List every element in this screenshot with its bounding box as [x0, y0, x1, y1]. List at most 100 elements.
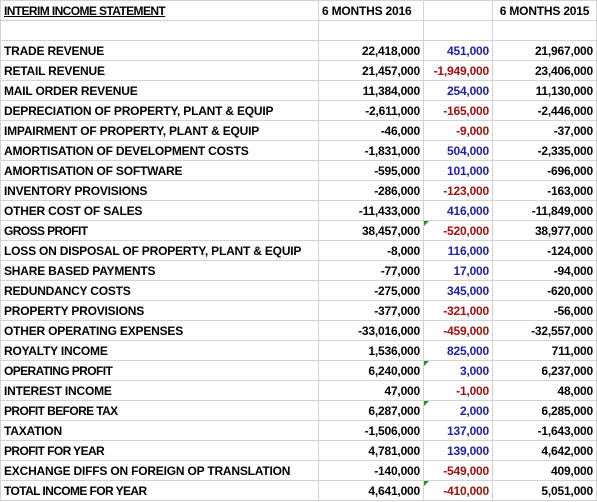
cell-value-difference[interactable]: 139,000: [423, 440, 493, 461]
cell-row-label[interactable]: AMORTISATION OF SOFTWARE: [0, 160, 319, 181]
cell-value-2016[interactable]: 38,457,000: [318, 220, 424, 241]
cell-title[interactable]: INTERIM INCOME STATEMENT: [0, 0, 319, 21]
cell-value-2015[interactable]: 48,000: [492, 380, 597, 401]
cell-value-2015[interactable]: -94,000: [492, 260, 597, 281]
cell-row-label[interactable]: PROFIT FOR YEAR: [0, 440, 319, 461]
cell-value-2016[interactable]: 47,000: [318, 380, 424, 401]
cell-row-label[interactable]: SHARE BASED PAYMENTS: [0, 260, 319, 281]
cell-value-2015[interactable]: -124,000: [492, 240, 597, 261]
cell-value-difference[interactable]: -549,000: [423, 460, 493, 481]
cell-value-difference[interactable]: 2,000: [423, 400, 493, 421]
empty-cell[interactable]: [492, 20, 597, 41]
cell-value-2015[interactable]: 11,130,000: [492, 80, 597, 101]
cell-row-label[interactable]: REDUNDANCY COSTS: [0, 280, 319, 301]
cell-row-label[interactable]: LOSS ON DISPOSAL OF PROPERTY, PLANT & EQ…: [0, 240, 319, 261]
cell-row-label[interactable]: OTHER COST OF SALES: [0, 200, 319, 221]
cell-value-2016[interactable]: 6,240,000: [318, 360, 424, 381]
cell-value-2015[interactable]: -37,000: [492, 120, 597, 141]
cell-value-2016[interactable]: -286,000: [318, 180, 424, 201]
cell-row-label[interactable]: PROPERTY PROVISIONS: [0, 300, 319, 321]
cell-value-difference[interactable]: -520,000: [423, 220, 493, 241]
cell-col-2015[interactable]: 6 MONTHS 2015: [492, 0, 597, 21]
empty-cell[interactable]: [423, 20, 493, 41]
cell-value-difference[interactable]: -123,000: [423, 180, 493, 201]
cell-value-2015[interactable]: -11,849,000: [492, 200, 597, 221]
cell-value-difference[interactable]: -1,000: [423, 380, 493, 401]
cell-row-label[interactable]: TOTAL INCOME FOR YEAR: [0, 480, 319, 501]
cell-value-2016[interactable]: 4,781,000: [318, 440, 424, 461]
cell-value-difference[interactable]: 3,000: [423, 360, 493, 381]
cell-value-2015[interactable]: 21,967,000: [492, 40, 597, 61]
cell-value-2016[interactable]: -1,506,000: [318, 420, 424, 441]
cell-value-2015[interactable]: -56,000: [492, 300, 597, 321]
cell-value-2015[interactable]: 6,285,000: [492, 400, 597, 421]
cell-value-difference[interactable]: -459,000: [423, 320, 493, 341]
cell-value-2015[interactable]: 4,642,000: [492, 440, 597, 461]
cell-value-difference[interactable]: 825,000: [423, 340, 493, 361]
cell-value-difference[interactable]: -165,000: [423, 100, 493, 121]
cell-row-label[interactable]: INTEREST INCOME: [0, 380, 319, 401]
cell-value-2016[interactable]: 11,384,000: [318, 80, 424, 101]
cell-value-2016[interactable]: 4,641,000: [318, 480, 424, 501]
cell-value-2016[interactable]: -595,000: [318, 160, 424, 181]
cell-value-difference[interactable]: -321,000: [423, 300, 493, 321]
cell-value-difference[interactable]: 137,000: [423, 420, 493, 441]
cell-value-2015[interactable]: 23,406,000: [492, 60, 597, 81]
cell-value-difference[interactable]: -1,949,000: [423, 60, 493, 81]
cell-value-2015[interactable]: -620,000: [492, 280, 597, 301]
cell-value-2015[interactable]: -32,557,000: [492, 320, 597, 341]
cell-value-2015[interactable]: -1,643,000: [492, 420, 597, 441]
cell-value-2016[interactable]: -77,000: [318, 260, 424, 281]
cell-value-difference[interactable]: -410,000: [423, 480, 493, 501]
cell-value-2015[interactable]: 409,000: [492, 460, 597, 481]
cell-value-2015[interactable]: -696,000: [492, 160, 597, 181]
cell-value-difference[interactable]: 101,000: [423, 160, 493, 181]
cell-row-label[interactable]: TRADE REVENUE: [0, 40, 319, 61]
cell-row-label[interactable]: GROSS PROFIT: [0, 220, 319, 241]
cell-value-2016[interactable]: -33,016,000: [318, 320, 424, 341]
cell-value-2016[interactable]: -11,433,000: [318, 200, 424, 221]
cell-value-difference[interactable]: -9,000: [423, 120, 493, 141]
cell-value-2015[interactable]: 38,977,000: [492, 220, 597, 241]
cell-value-difference[interactable]: 416,000: [423, 200, 493, 221]
cell-value-difference[interactable]: 116,000: [423, 240, 493, 261]
cell-value-2016[interactable]: -8,000: [318, 240, 424, 261]
cell-value-2015[interactable]: 5,051,000: [492, 480, 597, 501]
cell-value-difference[interactable]: 17,000: [423, 260, 493, 281]
cell-row-label[interactable]: MAIL ORDER REVENUE: [0, 80, 319, 101]
cell-row-label[interactable]: PROFIT BEFORE TAX: [0, 400, 319, 421]
cell-row-label[interactable]: IMPAIRMENT OF PROPERTY, PLANT & EQUIP: [0, 120, 319, 141]
cell-value-2016[interactable]: -140,000: [318, 460, 424, 481]
cell-value-difference[interactable]: 451,000: [423, 40, 493, 61]
cell-value-2015[interactable]: -163,000: [492, 180, 597, 201]
cell-value-2016[interactable]: 22,418,000: [318, 40, 424, 61]
cell-value-2015[interactable]: 711,000: [492, 340, 597, 361]
cell-value-2016[interactable]: -2,611,000: [318, 100, 424, 121]
cell-row-label[interactable]: OPERATING PROFIT: [0, 360, 319, 381]
cell-row-label[interactable]: AMORTISATION OF DEVELOPMENT COSTS: [0, 140, 319, 161]
cell-value-2015[interactable]: -2,446,000: [492, 100, 597, 121]
cell-header-diff[interactable]: [423, 0, 493, 21]
cell-value-2015[interactable]: 6,237,000: [492, 360, 597, 381]
empty-cell[interactable]: [0, 20, 319, 41]
cell-row-label[interactable]: EXCHANGE DIFFS ON FOREIGN OP TRANSLATION: [0, 460, 319, 481]
cell-row-label[interactable]: RETAIL REVENUE: [0, 60, 319, 81]
cell-row-label[interactable]: ROYALTY INCOME: [0, 340, 319, 361]
cell-value-2015[interactable]: -2,335,000: [492, 140, 597, 161]
cell-value-2016[interactable]: 6,287,000: [318, 400, 424, 421]
cell-value-2016[interactable]: -1,831,000: [318, 140, 424, 161]
cell-row-label[interactable]: TAXATION: [0, 420, 319, 441]
cell-value-2016[interactable]: 21,457,000: [318, 60, 424, 81]
cell-value-difference[interactable]: 254,000: [423, 80, 493, 101]
cell-row-label[interactable]: INVENTORY PROVISIONS: [0, 180, 319, 201]
cell-value-difference[interactable]: 345,000: [423, 280, 493, 301]
cell-value-difference[interactable]: 504,000: [423, 140, 493, 161]
cell-col-2016[interactable]: 6 MONTHS 2016: [318, 0, 424, 21]
cell-row-label[interactable]: DEPRECIATION OF PROPERTY, PLANT & EQUIP: [0, 100, 319, 121]
cell-row-label[interactable]: OTHER OPERATING EXPENSES: [0, 320, 319, 341]
empty-cell[interactable]: [318, 20, 424, 41]
cell-value-2016[interactable]: -377,000: [318, 300, 424, 321]
cell-value-2016[interactable]: 1,536,000: [318, 340, 424, 361]
cell-value-2016[interactable]: -275,000: [318, 280, 424, 301]
cell-value-2016[interactable]: -46,000: [318, 120, 424, 141]
